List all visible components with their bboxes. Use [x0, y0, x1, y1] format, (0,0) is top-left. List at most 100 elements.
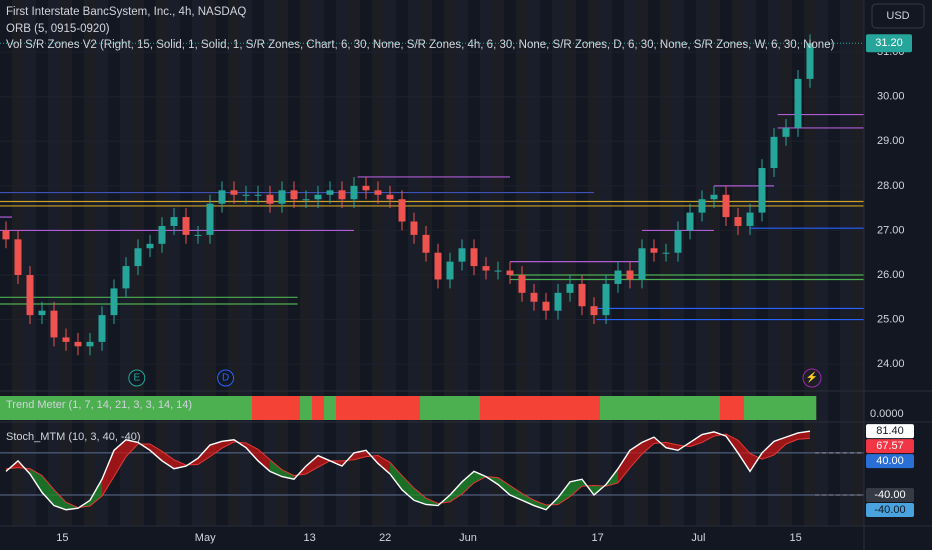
trend-meter-bar — [276, 396, 289, 420]
candle-body — [74, 341, 82, 347]
stoch-fill — [318, 455, 330, 468]
candle-body — [734, 217, 742, 226]
stripe — [552, 0, 564, 526]
stripe — [732, 0, 744, 526]
stoch-fill — [366, 450, 378, 464]
stoch-value-box — [866, 424, 914, 439]
candle-body — [314, 194, 322, 200]
stoch-value-box — [866, 439, 914, 454]
x-tick-label: 15 — [56, 532, 68, 544]
stoch-fill — [498, 477, 510, 496]
stripe — [660, 0, 672, 526]
trend-meter-bar — [372, 396, 385, 420]
trend-meter-bar — [576, 396, 589, 420]
trend-meter-bar — [24, 396, 37, 420]
currency[interactable]: USD — [886, 10, 909, 22]
stripe — [768, 0, 780, 526]
y-tick-label: 29.00 — [877, 135, 905, 147]
event-label: D — [222, 373, 229, 384]
candle-body — [338, 190, 346, 200]
stoch-fill — [534, 500, 546, 510]
trend-meter-bar — [552, 396, 565, 420]
trend-meter-bar — [600, 396, 613, 420]
stripe — [600, 0, 612, 526]
candle-body — [242, 194, 250, 196]
stoch-fill — [306, 455, 318, 474]
trend-meter-bar — [588, 396, 601, 420]
trend-meter-bar — [768, 396, 781, 420]
candle-body — [470, 248, 478, 267]
stripe — [168, 0, 180, 526]
candle-body — [410, 221, 418, 235]
trend-meter-bar — [96, 396, 109, 420]
stoch-fill — [522, 493, 534, 506]
stoch-fill — [114, 439, 126, 477]
trend-meter-bar — [72, 396, 85, 420]
x-tick-label: 22 — [379, 532, 391, 544]
candle-body — [194, 234, 202, 236]
y-tick-label: 28.00 — [877, 180, 905, 192]
trend-meter-bar — [468, 396, 481, 420]
stoch-fill — [786, 432, 798, 444]
candle-body — [38, 310, 46, 316]
stripe — [276, 0, 288, 526]
trend-meter-bar — [732, 396, 745, 420]
stripe — [84, 0, 96, 526]
candle-body — [446, 261, 454, 280]
stripe — [348, 0, 360, 526]
candle-body — [494, 270, 502, 272]
trend-meter-bar — [144, 396, 157, 420]
background-stripes — [12, 0, 864, 526]
stoch-value-box — [866, 454, 914, 469]
trend-meter-bar — [180, 396, 193, 420]
candle-body — [110, 288, 118, 316]
trend-meter-bar — [168, 396, 181, 420]
candle-body — [782, 127, 790, 137]
trend-meter-bar — [264, 396, 277, 420]
stripe — [516, 0, 528, 526]
y-tick-label: 30.00 — [877, 91, 905, 103]
stripe — [300, 0, 312, 526]
trend-meter-bar — [804, 396, 817, 420]
trend-meter-bar — [432, 396, 445, 420]
trend-meter-bar — [564, 396, 577, 420]
candle-body — [2, 230, 10, 240]
trend-meter-bar — [324, 396, 337, 420]
trend-meter-bar — [360, 396, 373, 420]
candle-body — [686, 212, 694, 231]
chart-title: First Interstate BancSystem, Inc., 4h, N… — [6, 6, 246, 18]
y-tick-label: 27.00 — [877, 224, 905, 236]
trend-meter-bar — [612, 396, 625, 420]
event-marker — [217, 369, 235, 387]
stoch-fill — [126, 439, 138, 457]
trend-meter-bar — [792, 396, 805, 420]
candle-body — [518, 275, 526, 293]
dividend-icon[interactable] — [802, 368, 822, 388]
currency-button[interactable] — [871, 3, 925, 29]
trend-meter-bar — [708, 396, 721, 420]
trend-meter-title: Trend Meter (1, 7, 14, 21, 3, 3, 14, 14) — [6, 399, 192, 411]
stripe — [240, 0, 252, 526]
x-tick-label: 13 — [303, 532, 315, 544]
last-price-label: 31.20 — [875, 37, 903, 49]
trend-meter-bar — [624, 396, 637, 420]
stripe — [96, 0, 108, 526]
stripe — [48, 0, 60, 526]
stoch-value-label: 40.00 — [876, 455, 904, 467]
stoch-fill — [450, 481, 462, 502]
candle-body — [566, 283, 574, 293]
candle-body — [614, 270, 622, 284]
candle-body — [302, 199, 310, 201]
stripe — [528, 0, 540, 526]
stoch-fill — [378, 455, 390, 474]
trend-meter-bar — [492, 396, 505, 420]
trend-meter-bar — [444, 396, 457, 420]
candle-body — [746, 212, 754, 226]
trend-meter-bar — [456, 396, 469, 420]
stripe — [192, 0, 204, 526]
event-label: E — [133, 373, 140, 384]
trend-meter-bar — [396, 396, 409, 420]
candle-body — [542, 301, 550, 311]
trend-meter-bar — [120, 396, 133, 420]
